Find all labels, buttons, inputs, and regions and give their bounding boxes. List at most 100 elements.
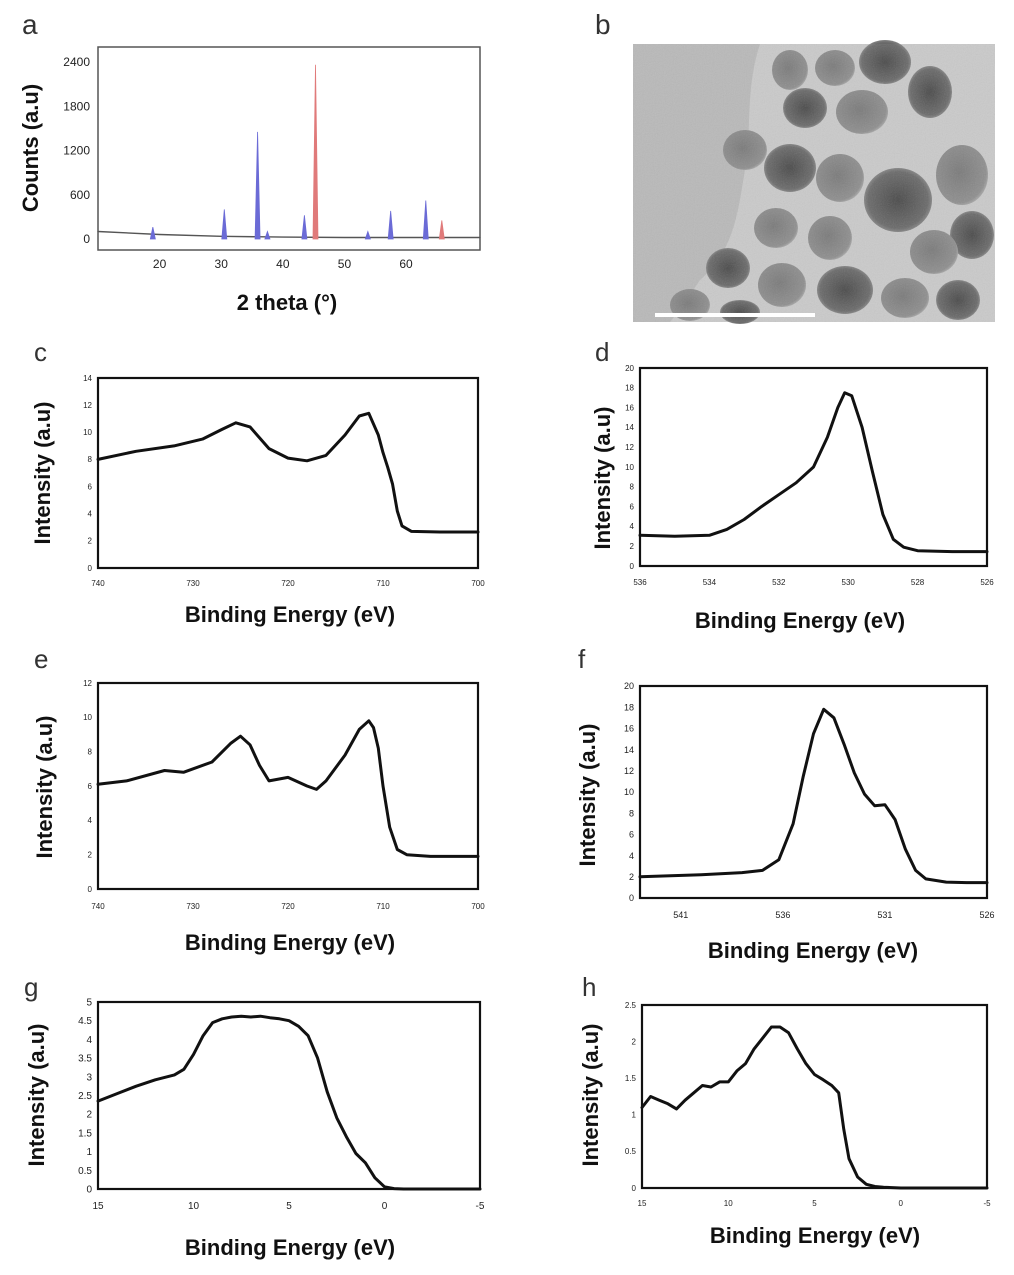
xrd-peak [364,230,371,240]
x-axis-label: Binding Energy (eV) [708,938,918,963]
x-tick-label: 30 [215,257,229,271]
y-tick-label: 8 [88,747,93,756]
y-tick-label: 18 [625,384,634,393]
y-tick-label: 10 [83,428,92,437]
plot-area-g [96,1000,482,1191]
y-tick-label: 2 [630,542,635,551]
y-tick-label: 2 [88,850,93,859]
y-tick-label: 2 [86,1110,92,1121]
y-tick-label: 5 [86,998,92,1009]
panel-label-a: a [22,9,38,40]
y-tick-label: 2.5 [625,1001,637,1010]
y-tick-label: 16 [624,724,634,734]
x-tick-label: 720 [281,902,295,911]
x-tick-label: 528 [911,578,925,587]
y-axis-label: Intensity (a.u) [578,1023,603,1166]
y-tick-label: 12 [83,401,92,410]
x-tick-label: 526 [980,578,994,587]
y-tick-label: 0.5 [625,1147,637,1156]
x-tick-label: -5 [476,1201,485,1212]
x-tick-label: 50 [338,257,352,271]
series-line-f [638,707,989,885]
panel-label-f: f [578,644,586,674]
x-axis-label: 2 theta (°) [237,290,337,315]
xrd-peak [387,210,394,240]
panel-label-e: e [34,644,48,674]
x-tick-label: 531 [877,910,892,920]
panel-a-xrd-chart: a 0 600 1200 1800 2400 20 30 40 50 60 Counts (a.u) 2… [18,9,481,315]
x-tick-label: 536 [775,910,790,920]
y-tick-label: 0 [630,562,635,571]
x-tick-label: 710 [376,579,390,588]
scale-bar [655,313,815,317]
xrd-peak [301,215,308,240]
y-tick-label: 3.5 [78,1054,92,1065]
y-axis-label: Intensity (a.u) [32,715,57,858]
y-tick-label: 1 [86,1147,92,1158]
y-tick-label: 0 [629,893,634,903]
y-axis-label: Intensity (a.u) [24,1023,49,1166]
plot-area-f [638,684,989,900]
panel-label-c: c [34,337,47,367]
xrd-peak [264,230,271,240]
plot-area-e [96,681,480,891]
x-tick-label: 60 [399,257,413,271]
y-tick-label: 4.5 [78,1016,92,1027]
xrd-baseline [97,230,481,239]
x-tick-label: 20 [153,257,167,271]
x-axis-label: Binding Energy (eV) [695,608,905,633]
plot-area-h [640,1003,989,1190]
y-axis-label: Intensity (a.u) [575,723,600,866]
x-axis-label: Binding Energy (eV) [710,1223,920,1248]
panel-label-g: g [24,972,38,1002]
y-tick-label: 4 [630,522,635,531]
panel-f-xps-chart: f 0 2 4 6 8 10 12 14 16 18 20 541 536 531 526 Intensity … [575,644,995,963]
x-tick-label: 5 [286,1201,292,1212]
x-tick-label: -5 [983,1199,991,1208]
y-tick-label: 4 [629,851,634,861]
xrd-peak [312,64,319,240]
y-tick-label: 20 [625,364,634,373]
x-tick-label: 15 [638,1199,647,1208]
y-tick-label: 1800 [63,99,90,113]
xrd-peak [149,227,156,240]
plot-area-c [96,376,480,570]
tem-micrograph: b [595,9,995,324]
x-tick-label: 40 [276,257,290,271]
xrd-peak [254,131,261,240]
y-tick-label: 4 [88,510,93,519]
y-tick-label: 12 [625,443,634,452]
y-tick-label: 8 [88,455,93,464]
y-tick-label: 3 [86,1072,92,1083]
x-tick-label: 530 [842,578,856,587]
y-tick-label: 0 [86,1185,92,1196]
panel-d-xps-chart: d 0 2 4 6 8 10 12 14 16 18 20 536 534 532 530 528 526 Inte… [590,337,994,633]
x-tick-label: 700 [471,902,485,911]
y-axis-label: Intensity (a.u) [590,406,615,549]
y-tick-label: 18 [624,702,634,712]
y-tick-label: 14 [625,423,634,432]
y-tick-label: 6 [88,482,93,491]
x-tick-label: 526 [979,910,994,920]
y-axis-label: Intensity (a.u) [30,401,55,544]
x-tick-label: 0 [382,1201,388,1212]
panel-label-h: h [582,972,596,1002]
y-tick-label: 10 [625,463,634,472]
y-tick-label: 6 [630,502,635,511]
x-tick-label: 541 [673,910,688,920]
x-axis-label: Binding Energy (eV) [185,930,395,955]
y-tick-label: 2 [632,1037,637,1046]
x-tick-label: 534 [703,578,717,587]
y-tick-label: 16 [625,403,634,412]
x-tick-label: 720 [281,579,295,588]
y-tick-label: 10 [624,787,634,797]
y-tick-label: 12 [83,679,92,688]
y-tick-label: 1200 [63,144,90,158]
xrd-peak [422,200,429,240]
x-tick-label: 536 [633,578,647,587]
y-tick-label: 2 [629,872,634,882]
x-axis-label: Binding Energy (eV) [185,602,395,627]
y-tick-label: 14 [83,374,92,383]
y-tick-label: 8 [630,483,635,492]
series-line-c [96,411,480,534]
